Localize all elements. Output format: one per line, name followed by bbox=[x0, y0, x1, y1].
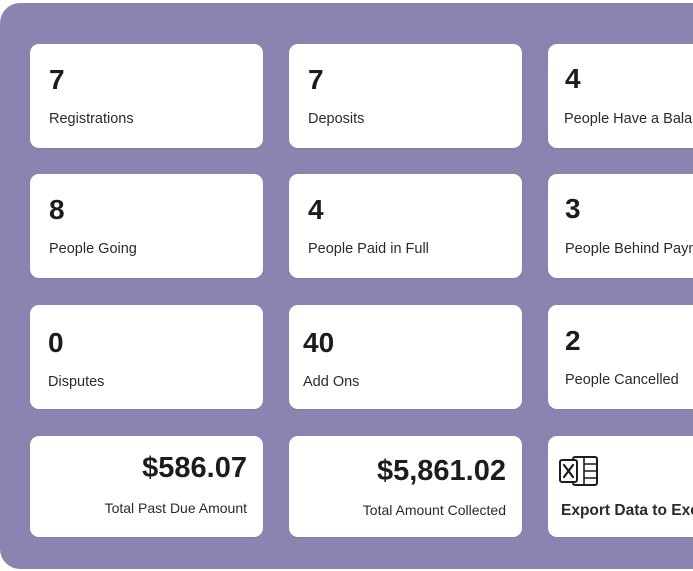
stat-label: People Paid in Full bbox=[308, 241, 429, 257]
total-past-due-label: Total Past Due Amount bbox=[104, 500, 247, 516]
stat-label: Deposits bbox=[308, 111, 365, 127]
stat-label: Registrations bbox=[49, 111, 134, 127]
stat-value: 7 bbox=[49, 64, 65, 95]
stat-label: People Have a Balance bbox=[564, 111, 693, 127]
stat-card-people-cancelled[interactable]: 2 People Cancelled bbox=[548, 305, 693, 409]
stat-label: Disputes bbox=[48, 374, 105, 390]
stat-label: People Cancelled bbox=[565, 372, 679, 388]
stat-card-add-ons[interactable]: 40 Add Ons bbox=[289, 305, 522, 409]
stat-value: 0 bbox=[48, 327, 64, 358]
stat-value: 7 bbox=[308, 64, 324, 95]
stat-card-deposits[interactable]: 7 Deposits bbox=[289, 44, 522, 148]
stat-card-people-going[interactable]: 8 People Going bbox=[30, 174, 263, 278]
stat-value: 4 bbox=[565, 63, 581, 94]
export-excel-button[interactable]: Export Data to Excel bbox=[548, 436, 693, 537]
stat-value: 2 bbox=[565, 325, 581, 356]
total-collected-card[interactable]: $5,861.02 Total Amount Collected bbox=[289, 436, 522, 537]
stats-panel: 7 Registrations 7 Deposits 4 People Have… bbox=[0, 3, 693, 569]
stat-value: 3 bbox=[565, 193, 581, 224]
stat-value: 40 bbox=[303, 327, 335, 358]
total-past-due-value: $586.07 bbox=[142, 452, 247, 484]
stat-label: People Behind Payment bbox=[565, 241, 693, 257]
total-past-due-card[interactable]: $586.07 Total Past Due Amount bbox=[30, 436, 263, 537]
stat-value: 8 bbox=[49, 194, 65, 225]
stat-label: People Going bbox=[49, 241, 137, 257]
stat-label: Add Ons bbox=[303, 374, 360, 390]
stat-card-disputes[interactable]: 0 Disputes bbox=[30, 305, 263, 409]
total-collected-value: $5,861.02 bbox=[376, 455, 506, 487]
total-collected-label: Total Amount Collected bbox=[362, 502, 506, 518]
excel-icon bbox=[559, 456, 598, 486]
export-excel-label: Export Data to Excel bbox=[561, 502, 693, 519]
stat-card-people-have-balance[interactable]: 4 People Have a Balance bbox=[548, 44, 693, 148]
stat-card-people-paid-in-full[interactable]: 4 People Paid in Full bbox=[289, 174, 522, 278]
stat-card-people-behind-payment[interactable]: 3 People Behind Payment bbox=[548, 174, 693, 278]
stat-card-registrations[interactable]: 7 Registrations bbox=[30, 44, 263, 148]
stat-value: 4 bbox=[308, 194, 324, 225]
